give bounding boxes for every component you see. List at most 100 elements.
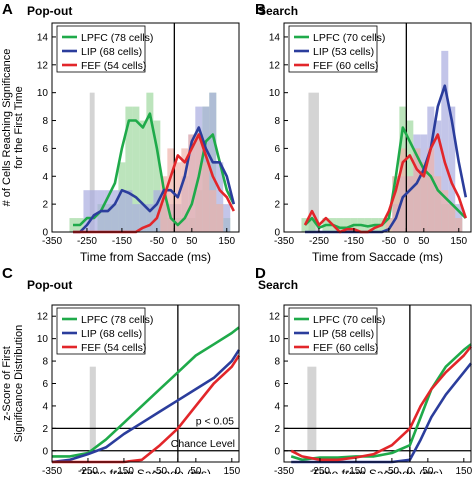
panel-title: Pop-out bbox=[27, 4, 72, 18]
legend: LPFC (78 cells) LIP (68 cells) FEF (54 cel… bbox=[56, 307, 153, 355]
y-tick-label: 0 bbox=[42, 228, 48, 239]
y-tick-label: 12 bbox=[37, 60, 49, 71]
bar-fef bbox=[188, 134, 196, 232]
bar-lip bbox=[448, 106, 456, 232]
x-axis-label: Time from Saccade (ms) bbox=[312, 467, 443, 474]
x-tick-label: -150 bbox=[346, 466, 366, 474]
bar-fef bbox=[448, 204, 456, 232]
bar-lpfc bbox=[132, 106, 140, 232]
panel-title: Search bbox=[258, 278, 298, 292]
panel-title: Search bbox=[258, 4, 298, 18]
x-tick-label: -150 bbox=[114, 466, 134, 474]
bar-fef bbox=[399, 148, 407, 232]
x-axis-label: Time from Saccade (ms) bbox=[80, 250, 211, 264]
bar-lip bbox=[118, 190, 126, 232]
reference-line-label: Chance Level bbox=[171, 438, 235, 450]
x-tick-label: 0 bbox=[172, 236, 178, 247]
saccade-band bbox=[89, 366, 96, 451]
panel-letter: B bbox=[255, 1, 266, 18]
x-tick-label: -50 bbox=[385, 466, 400, 474]
bar-lpfc bbox=[364, 218, 372, 232]
bar-lpfc bbox=[125, 106, 133, 232]
bar-lpfc bbox=[343, 218, 351, 232]
bar-lip bbox=[146, 204, 154, 232]
bar-fef bbox=[209, 190, 217, 232]
plot-frame bbox=[283, 22, 472, 233]
bar-lpfc bbox=[146, 92, 154, 233]
legend-label: LPFC (70 cells) bbox=[313, 314, 385, 326]
y-tick-label: 10 bbox=[37, 334, 49, 345]
bar-fef bbox=[413, 148, 421, 232]
bar-lip bbox=[441, 50, 449, 232]
series-line-lpfc bbox=[290, 343, 472, 462]
x-tick-label: 50 bbox=[186, 236, 198, 247]
bar-lip bbox=[216, 162, 224, 232]
x-tick-label: -250 bbox=[78, 466, 98, 474]
series-line-lip bbox=[291, 362, 473, 464]
x-tick-label: -250 bbox=[309, 236, 329, 247]
y-tick-label: 12 bbox=[37, 312, 49, 323]
y-tick-label: 2 bbox=[42, 200, 48, 211]
x-tick-label: -150 bbox=[344, 236, 364, 247]
legend-label: LIP (58 cells) bbox=[313, 328, 374, 340]
legend-label: LIP (53 cells) bbox=[313, 46, 374, 58]
legend-label: LPFC (70 cells) bbox=[313, 32, 385, 44]
series-line-fef bbox=[303, 133, 468, 234]
x-tick-label: 0 bbox=[407, 466, 413, 474]
y-tick-label: 4 bbox=[274, 401, 280, 412]
y-axis-label: z-Score of FirstSignificance Distributio… bbox=[1, 325, 25, 442]
bar-fef bbox=[160, 176, 168, 232]
y-tick-label: 8 bbox=[274, 116, 280, 127]
y-tick-label: 0 bbox=[42, 446, 48, 457]
y-tick-label: 4 bbox=[42, 401, 48, 412]
bar-fef bbox=[420, 162, 428, 232]
x-tick-label: 0 bbox=[175, 466, 181, 474]
y-tick-label: 10 bbox=[269, 88, 281, 99]
legend: LPFC (70 cells) LIP (53 cells) FEF (60 cel… bbox=[288, 25, 385, 73]
y-tick-label: 14 bbox=[37, 32, 49, 43]
reference-line-label: p < 0.05 bbox=[196, 415, 234, 427]
bar-lip bbox=[132, 204, 140, 232]
bar-lpfc bbox=[308, 218, 316, 232]
panel-c: C Pop-out p < 0.05 Chance Level 0 2 4 6 8 10 12 -35… bbox=[1, 265, 241, 479]
bar-fef bbox=[385, 218, 393, 232]
bar-lip bbox=[223, 204, 231, 232]
bar-lpfc bbox=[69, 218, 77, 232]
legend-label: LIP (68 cells) bbox=[81, 46, 142, 58]
panel-a: A Pop-out 0 2 4 6 8 10 12 14 -350 -250 -150 -50 0 50 150… bbox=[1, 1, 240, 264]
y-tick-label: 10 bbox=[269, 334, 281, 345]
x-tick-label: 50 bbox=[418, 236, 430, 247]
bar-lip bbox=[139, 204, 147, 232]
x-tick-label: -50 bbox=[382, 236, 397, 247]
legend-label: FEF (60 cells) bbox=[313, 60, 378, 72]
panel-letter: D bbox=[255, 265, 266, 282]
y-tick-label: 8 bbox=[42, 357, 48, 368]
saccade-band bbox=[307, 366, 317, 451]
y-tick-label: 8 bbox=[274, 357, 280, 368]
y-tick-label: 10 bbox=[37, 88, 49, 99]
legend-label: FEF (54 cells) bbox=[81, 60, 146, 72]
x-tick-label: -250 bbox=[77, 236, 97, 247]
x-tick-label: 150 bbox=[455, 466, 472, 474]
saccade-band bbox=[308, 92, 319, 233]
x-tick-label: -250 bbox=[310, 466, 330, 474]
panel-letter: A bbox=[2, 1, 13, 18]
bar-lpfc bbox=[336, 218, 344, 232]
x-tick-label: -350 bbox=[42, 236, 62, 247]
x-tick-label: -350 bbox=[274, 466, 294, 474]
panel-letter: C bbox=[2, 265, 13, 282]
y-tick-label: 0 bbox=[274, 446, 280, 457]
y-tick-label: 4 bbox=[42, 172, 48, 183]
x-tick-label: 50 bbox=[422, 466, 434, 474]
saccade-band bbox=[89, 92, 95, 233]
y-tick-label: 6 bbox=[42, 379, 48, 390]
y-tick-label: 14 bbox=[269, 32, 281, 43]
bar-fef bbox=[427, 148, 435, 232]
y-tick-label: 6 bbox=[274, 379, 280, 390]
bar-lip bbox=[125, 190, 133, 232]
x-tick-label: -150 bbox=[112, 236, 132, 247]
legend-label: FEF (60 cells) bbox=[313, 342, 378, 354]
